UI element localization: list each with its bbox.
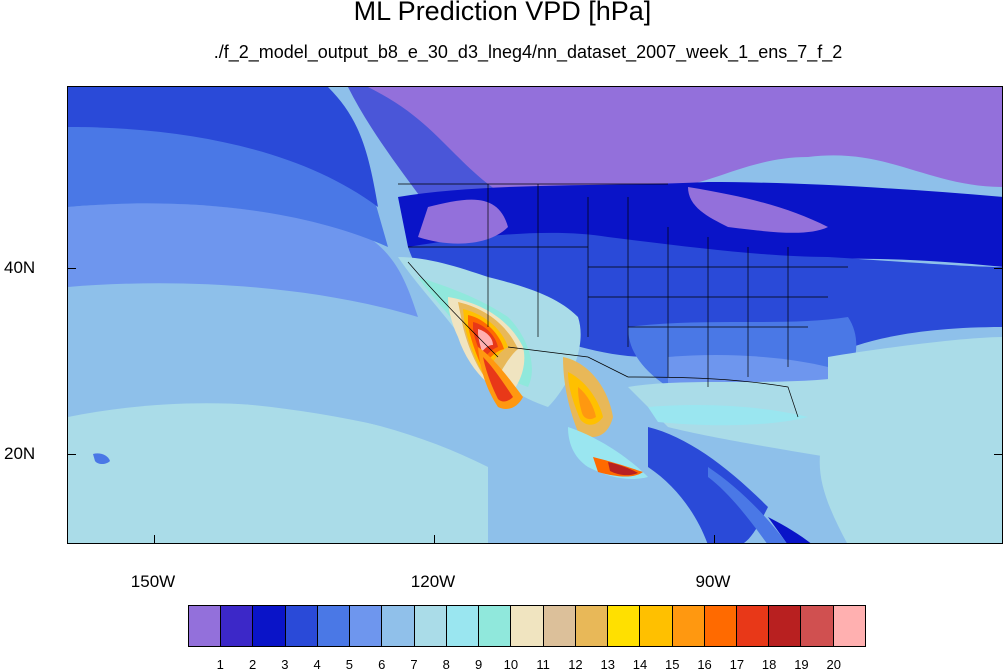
colorbar-label-9: 9: [474, 657, 483, 672]
colorbar-box-12: [575, 606, 609, 646]
colorbar-label-6: 6: [378, 657, 386, 672]
tick-right-40n: [994, 268, 1002, 269]
colorbar-label-5: 5: [345, 657, 354, 672]
colorbar-box-3: [285, 606, 318, 646]
vpd-field-map: [68, 87, 1002, 543]
colorbar-box-8: [446, 606, 480, 646]
tick-left-40n: [68, 268, 76, 269]
lon-label-150w: 150W: [130, 572, 176, 591]
colorbar-label-12: 12: [568, 657, 583, 672]
colorbar-box-15: [672, 606, 705, 646]
colorbar-label-1: 1: [216, 657, 224, 672]
colorbar-box-1: [221, 606, 254, 646]
colorbar-label-16: 16: [697, 657, 712, 672]
colorbar: [188, 605, 866, 647]
tick-bottom-150w: [154, 535, 155, 543]
colorbar-box-0: [189, 606, 222, 646]
tick-left-20n: [68, 454, 76, 455]
colorbar-label-20: 20: [826, 657, 841, 672]
colorbar-label-7: 7: [410, 657, 418, 672]
colorbar-box-6: [382, 606, 415, 646]
tick-bottom-90w: [714, 535, 715, 543]
colorbar-box-14: [640, 606, 673, 646]
colorbar-label-19: 19: [794, 657, 809, 672]
colorbar-label-10: 10: [503, 657, 519, 672]
colorbar-box-9: [479, 606, 512, 646]
map-title: ML Prediction VPD [hPa]: [353, 0, 652, 26]
colorbar-box-5: [350, 606, 383, 646]
colorbar-box-10: [511, 606, 544, 646]
colorbar-box-16: [704, 606, 737, 646]
colorbar-box-13: [608, 606, 641, 646]
colorbar-label-17: 17: [729, 657, 745, 672]
colorbar-labels: 1 2 3 4 5 6 7 8 9 10 11 12 13 14 15 16 17 18 19 20: [188, 657, 866, 672]
colorbar-label-8: 8: [442, 657, 450, 672]
colorbar-box-4: [317, 606, 351, 646]
tick-bottom-120w: [434, 535, 435, 543]
map-subtitle: ./f_2_model_output_b8_e_30_d3_lneg4/nn_d…: [213, 42, 843, 62]
colorbar-box-20: [833, 606, 865, 646]
colorbar-box-19: [801, 606, 834, 646]
colorbar-label-11: 11: [536, 657, 550, 672]
colorbar-box-11: [543, 606, 576, 646]
colorbar-label-3: 3: [281, 657, 289, 672]
colorbar-label-4: 4: [313, 657, 321, 672]
lon-label-120w: 120W: [410, 572, 456, 591]
colorbar-label-18: 18: [761, 657, 777, 672]
lat-label-20n: 20N: [4, 444, 36, 463]
colorbar-label-2: 2: [248, 657, 257, 672]
colorbar-label-13: 13: [600, 657, 615, 672]
colorbar-label-15: 15: [665, 657, 680, 672]
colorbar-label-14: 14: [632, 657, 648, 672]
tick-right-20n: [994, 454, 1002, 455]
colorbar-box-18: [769, 606, 802, 646]
map-plot-area: [67, 86, 1003, 544]
colorbar-box-7: [414, 606, 447, 646]
lat-label-40n: 40N: [4, 258, 36, 277]
colorbar-box-2: [253, 606, 286, 646]
colorbar-box-17: [736, 606, 770, 646]
lon-label-90w: 90W: [695, 572, 731, 591]
